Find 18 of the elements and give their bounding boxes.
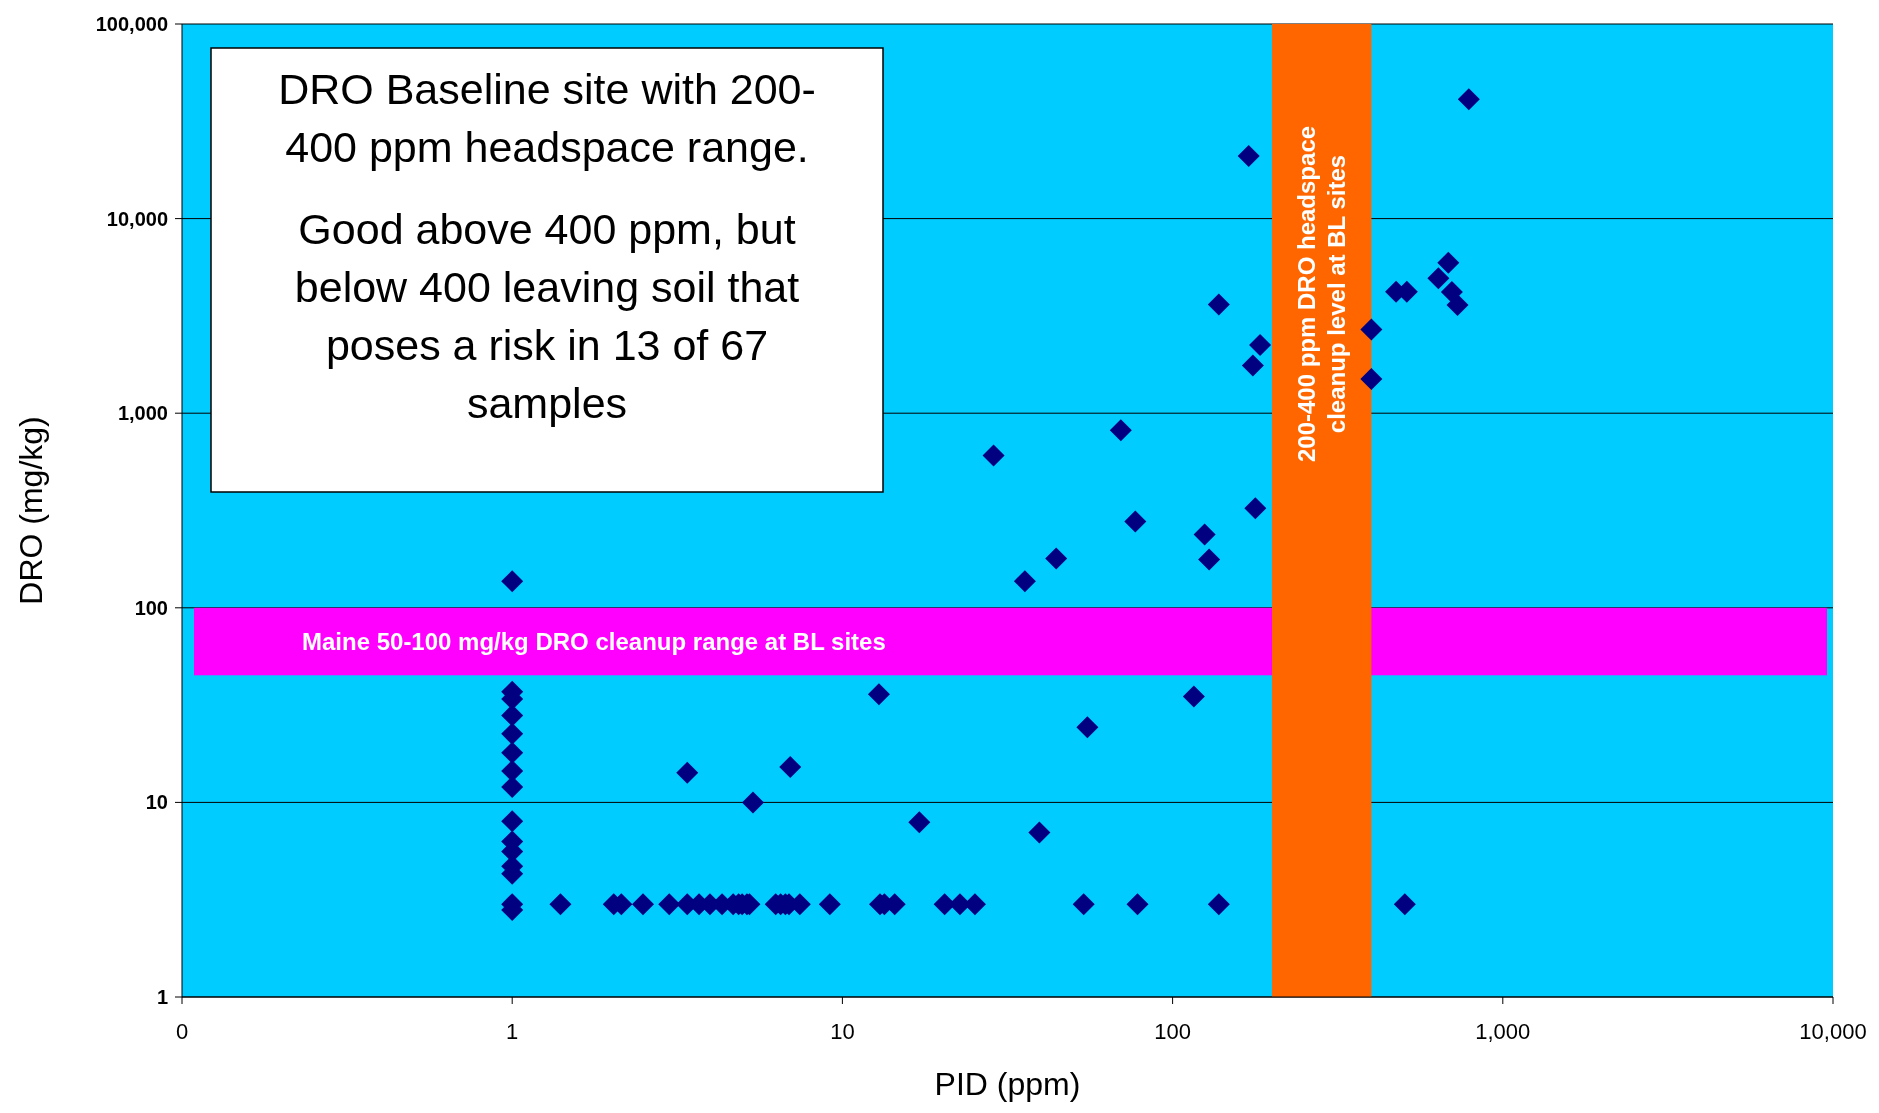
x-tick-label: 100 [1154, 1019, 1191, 1044]
x-tick-label: 10 [830, 1019, 855, 1044]
band-label: 200-400 ppm DRO headspace cleanup level at BL sites [1292, 125, 1350, 463]
band-label: Maine 50-100 mg/kg DRO cleanup range at BL sites [302, 627, 886, 655]
annotation: Good above 400 ppm, but below 400 leaving soil that poses a risk in 13 of 67 samples [294, 205, 800, 427]
x-axis-title: PID (ppm) [934, 1066, 1081, 1102]
y-axis-title: DRO (mg/kg) [13, 416, 49, 605]
y-tick-label: 100,000 [95, 13, 168, 35]
annotation: DRO Baseline site with 200-400 ppm headspace range. [278, 65, 816, 171]
x-tick-label: 0 [175, 1019, 189, 1044]
y-tick-label: 1,000 [117, 402, 168, 425]
y-tick-label: 10,000 [106, 207, 168, 230]
x-tick-label: 10,000 [1799, 1019, 1867, 1044]
y-tick-label: 10 [145, 791, 168, 814]
x-tick-label: 1,000 [1475, 1019, 1531, 1044]
y-tick-label: 100 [134, 596, 168, 619]
y-tick-label: 1 [156, 986, 168, 1008]
x-tick-label: 1 [506, 1019, 519, 1044]
